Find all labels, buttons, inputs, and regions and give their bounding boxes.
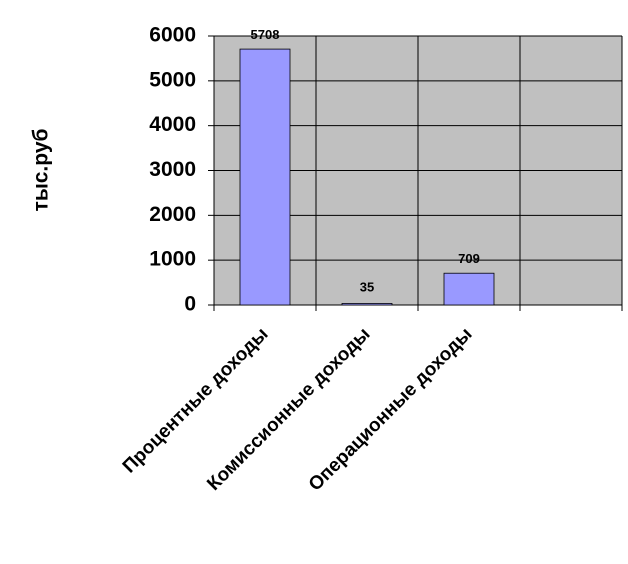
- bar: [443, 272, 495, 306]
- y-tick-label: 2000: [149, 203, 196, 226]
- y-axis-label: тыс.руб: [30, 129, 53, 212]
- data-label: 709: [458, 251, 480, 266]
- x-tick-label: Комиссионные доходы: [203, 324, 374, 495]
- y-tick-label: 1000: [149, 248, 196, 271]
- y-tick-label: 0: [184, 293, 196, 316]
- y-tick-label: 6000: [149, 24, 196, 47]
- bar: [239, 48, 291, 306]
- y-tick-label: 5000: [149, 68, 196, 91]
- x-tick-label: Операционные доходы: [305, 324, 477, 496]
- data-label: 5708: [251, 27, 280, 42]
- y-tick-label: 4000: [149, 113, 196, 136]
- y-tick-label: 3000: [149, 158, 196, 181]
- bar: [341, 303, 393, 306]
- data-label: 35: [360, 279, 374, 294]
